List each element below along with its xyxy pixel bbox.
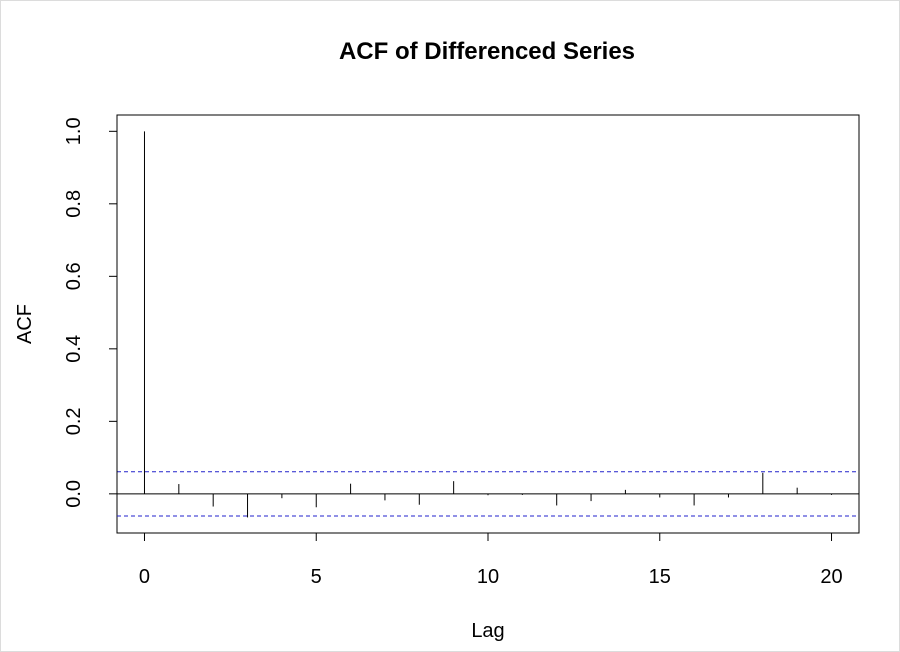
x-tick-label-0: 0	[139, 566, 150, 588]
chart-marks: 0 5 10 15 20 0.0 0.2 0.4 0.6 0.8 1.0	[63, 117, 859, 588]
y-tick-label-5: 1.0	[63, 117, 85, 145]
y-tick-label-0: 0.0	[63, 480, 85, 508]
y-axis-label: ACF	[14, 304, 36, 344]
x-tick-label-5: 5	[311, 566, 322, 588]
y-tick-label-3: 0.6	[63, 262, 85, 290]
x-tick-label-20: 20	[820, 566, 842, 588]
x-tick-label-10: 10	[477, 566, 499, 588]
y-tick-label-1: 0.2	[63, 407, 85, 435]
y-tick-label-2: 0.4	[63, 335, 85, 363]
x-axis-label: Lag	[471, 620, 504, 642]
y-tick-label-4: 0.8	[63, 190, 85, 218]
chart-title: ACF of Differenced Series	[339, 38, 635, 65]
x-tick-label-15: 15	[649, 566, 671, 588]
plot-frame	[116, 114, 860, 534]
